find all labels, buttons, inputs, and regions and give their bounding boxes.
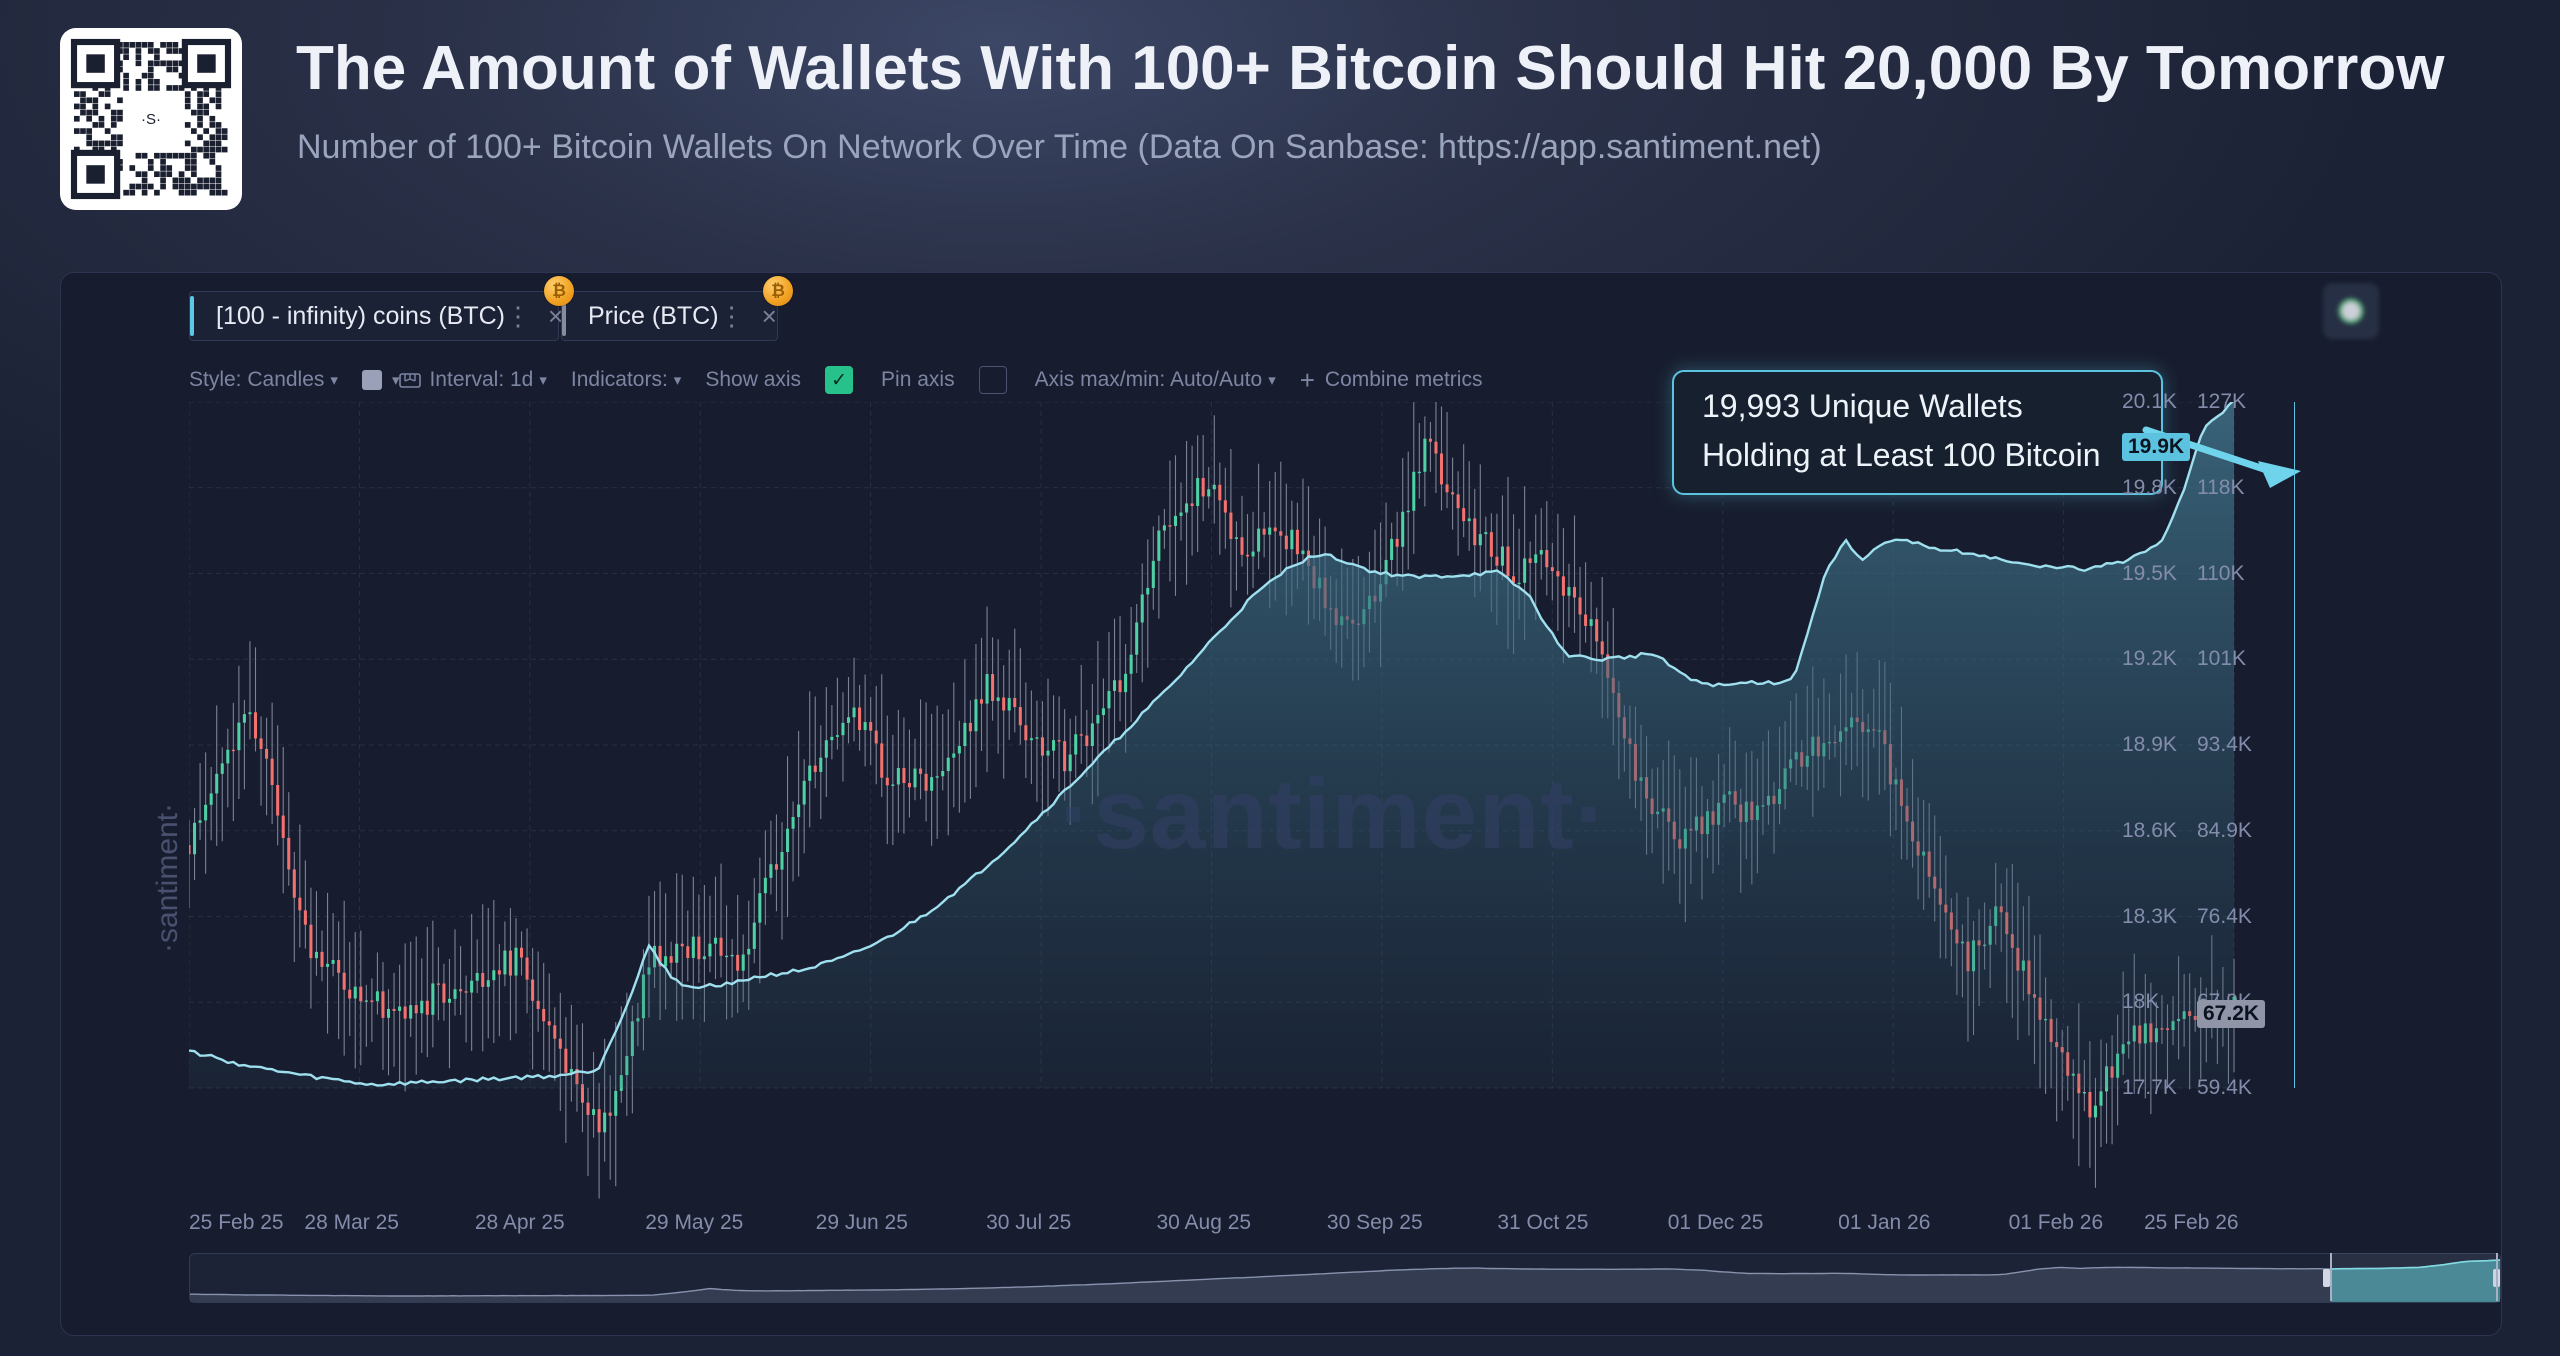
svg-text:·santiment·: ·santiment·	[151, 803, 184, 953]
svg-text:·S·: ·S·	[141, 111, 161, 128]
